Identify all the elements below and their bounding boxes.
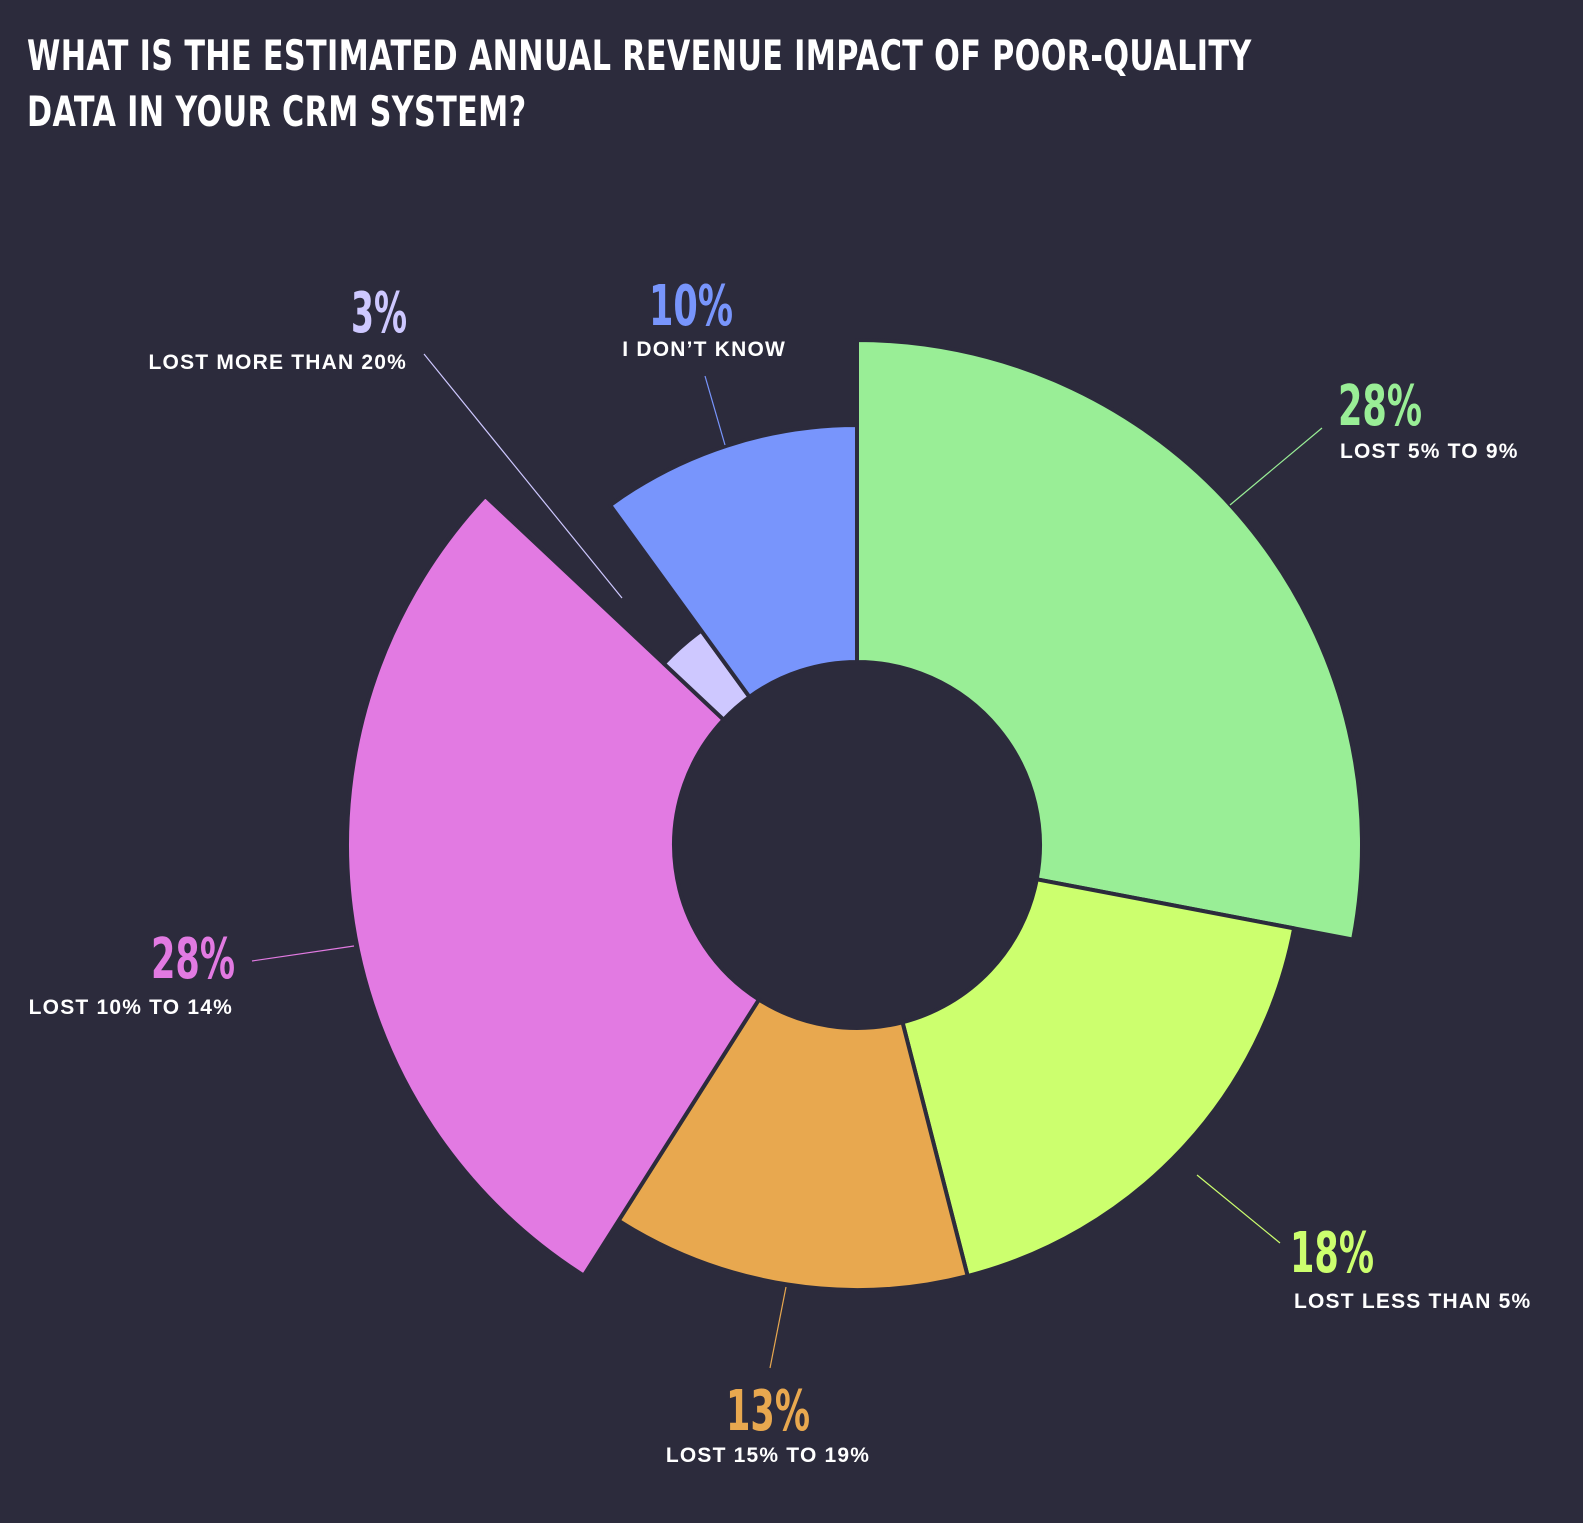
leader-line-i-dont-know	[704, 375, 726, 446]
leader-line-lost-10-to-14	[251, 945, 355, 962]
category-label-lost-10-to-14: LOST 10% TO 14%	[29, 996, 233, 1019]
category-label-lost-15-to-19: LOST 15% TO 19%	[666, 1444, 870, 1467]
value-label-lost-15-to-19: 13%	[726, 1379, 810, 1444]
category-label-lost-more-than-20: LOST MORE THAN 20%	[149, 351, 407, 374]
leader-line-lost-5-to-9	[1229, 427, 1323, 506]
slice-lost-less-than-5	[900, 877, 1297, 1279]
value-label-lost-less-than-5: 18%	[1290, 1221, 1374, 1286]
slice-lost-10-to-14	[345, 493, 761, 1278]
leader-lines	[251, 353, 1323, 1369]
value-label-lost-more-than-20: 3%	[351, 281, 407, 346]
leader-line-lost-15-to-19	[769, 1286, 787, 1369]
category-label-lost-5-to-9: LOST 5% TO 9%	[1340, 440, 1519, 463]
category-label-lost-less-than-5: LOST LESS THAN 5%	[1294, 1290, 1531, 1313]
value-label-lost-5-to-9: 28%	[1338, 374, 1422, 439]
leader-line-lost-less-than-5	[1196, 1174, 1281, 1244]
slice-lost-15-to-19	[616, 997, 970, 1292]
chart-title-line-2: DATA IN YOUR CRM SYSTEM?	[27, 87, 527, 136]
category-label-i-dont-know: I DON’T KNOW	[622, 338, 786, 361]
slice-lost-5-to-9	[855, 338, 1364, 942]
donut-slices	[345, 338, 1364, 1292]
leader-line-lost-more-than-20	[423, 353, 623, 599]
value-label-i-dont-know: 10%	[649, 274, 733, 339]
slice-i-dont-know	[608, 423, 859, 699]
slice-labels: 28%LOST 5% TO 9%18%LOST LESS THAN 5%13%L…	[29, 274, 1531, 1467]
value-label-lost-10-to-14: 28%	[151, 927, 235, 992]
